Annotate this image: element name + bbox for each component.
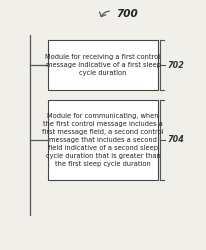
Text: 704: 704 [167, 136, 184, 144]
Text: Module for receiving a first control
message indicative of a first sleep
cycle d: Module for receiving a first control mes… [46, 54, 160, 76]
Bar [48, 40, 158, 90]
Text: Module for communicating, when
the first control message includes a
first messag: Module for communicating, when the first… [42, 113, 164, 167]
Bar [48, 100, 158, 180]
Text: 702: 702 [167, 60, 184, 70]
Text: 700: 700 [116, 9, 138, 19]
